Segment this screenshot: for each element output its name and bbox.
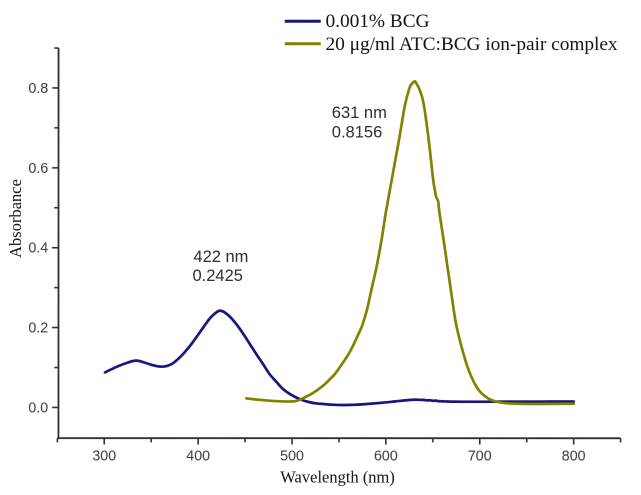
svg-text:500: 500 [280,448,304,464]
svg-text:0.8: 0.8 [28,81,48,97]
svg-text:400: 400 [186,448,210,464]
svg-text:0.2425: 0.2425 [192,267,242,285]
svg-text:0.8156: 0.8156 [332,123,382,141]
svg-text:300: 300 [92,448,116,464]
svg-text:631 nm: 631 nm [332,104,387,122]
svg-text:0.6: 0.6 [28,161,48,177]
svg-text:800: 800 [562,448,586,464]
svg-text:0.0: 0.0 [28,400,48,416]
svg-text:700: 700 [468,448,492,464]
svg-text:422 nm: 422 nm [193,248,248,266]
svg-text:600: 600 [374,448,398,464]
svg-text:0.4: 0.4 [28,241,48,257]
svg-text:20 μg/ml ATC:BCG ion-pair comp: 20 μg/ml ATC:BCG ion-pair complex [326,34,618,55]
svg-text:0.001% BCG: 0.001% BCG [326,11,430,32]
svg-text:Absorbance: Absorbance [6,179,25,258]
svg-text:Wavelength (nm): Wavelength (nm) [280,467,395,486]
svg-text:0.2: 0.2 [28,320,48,336]
